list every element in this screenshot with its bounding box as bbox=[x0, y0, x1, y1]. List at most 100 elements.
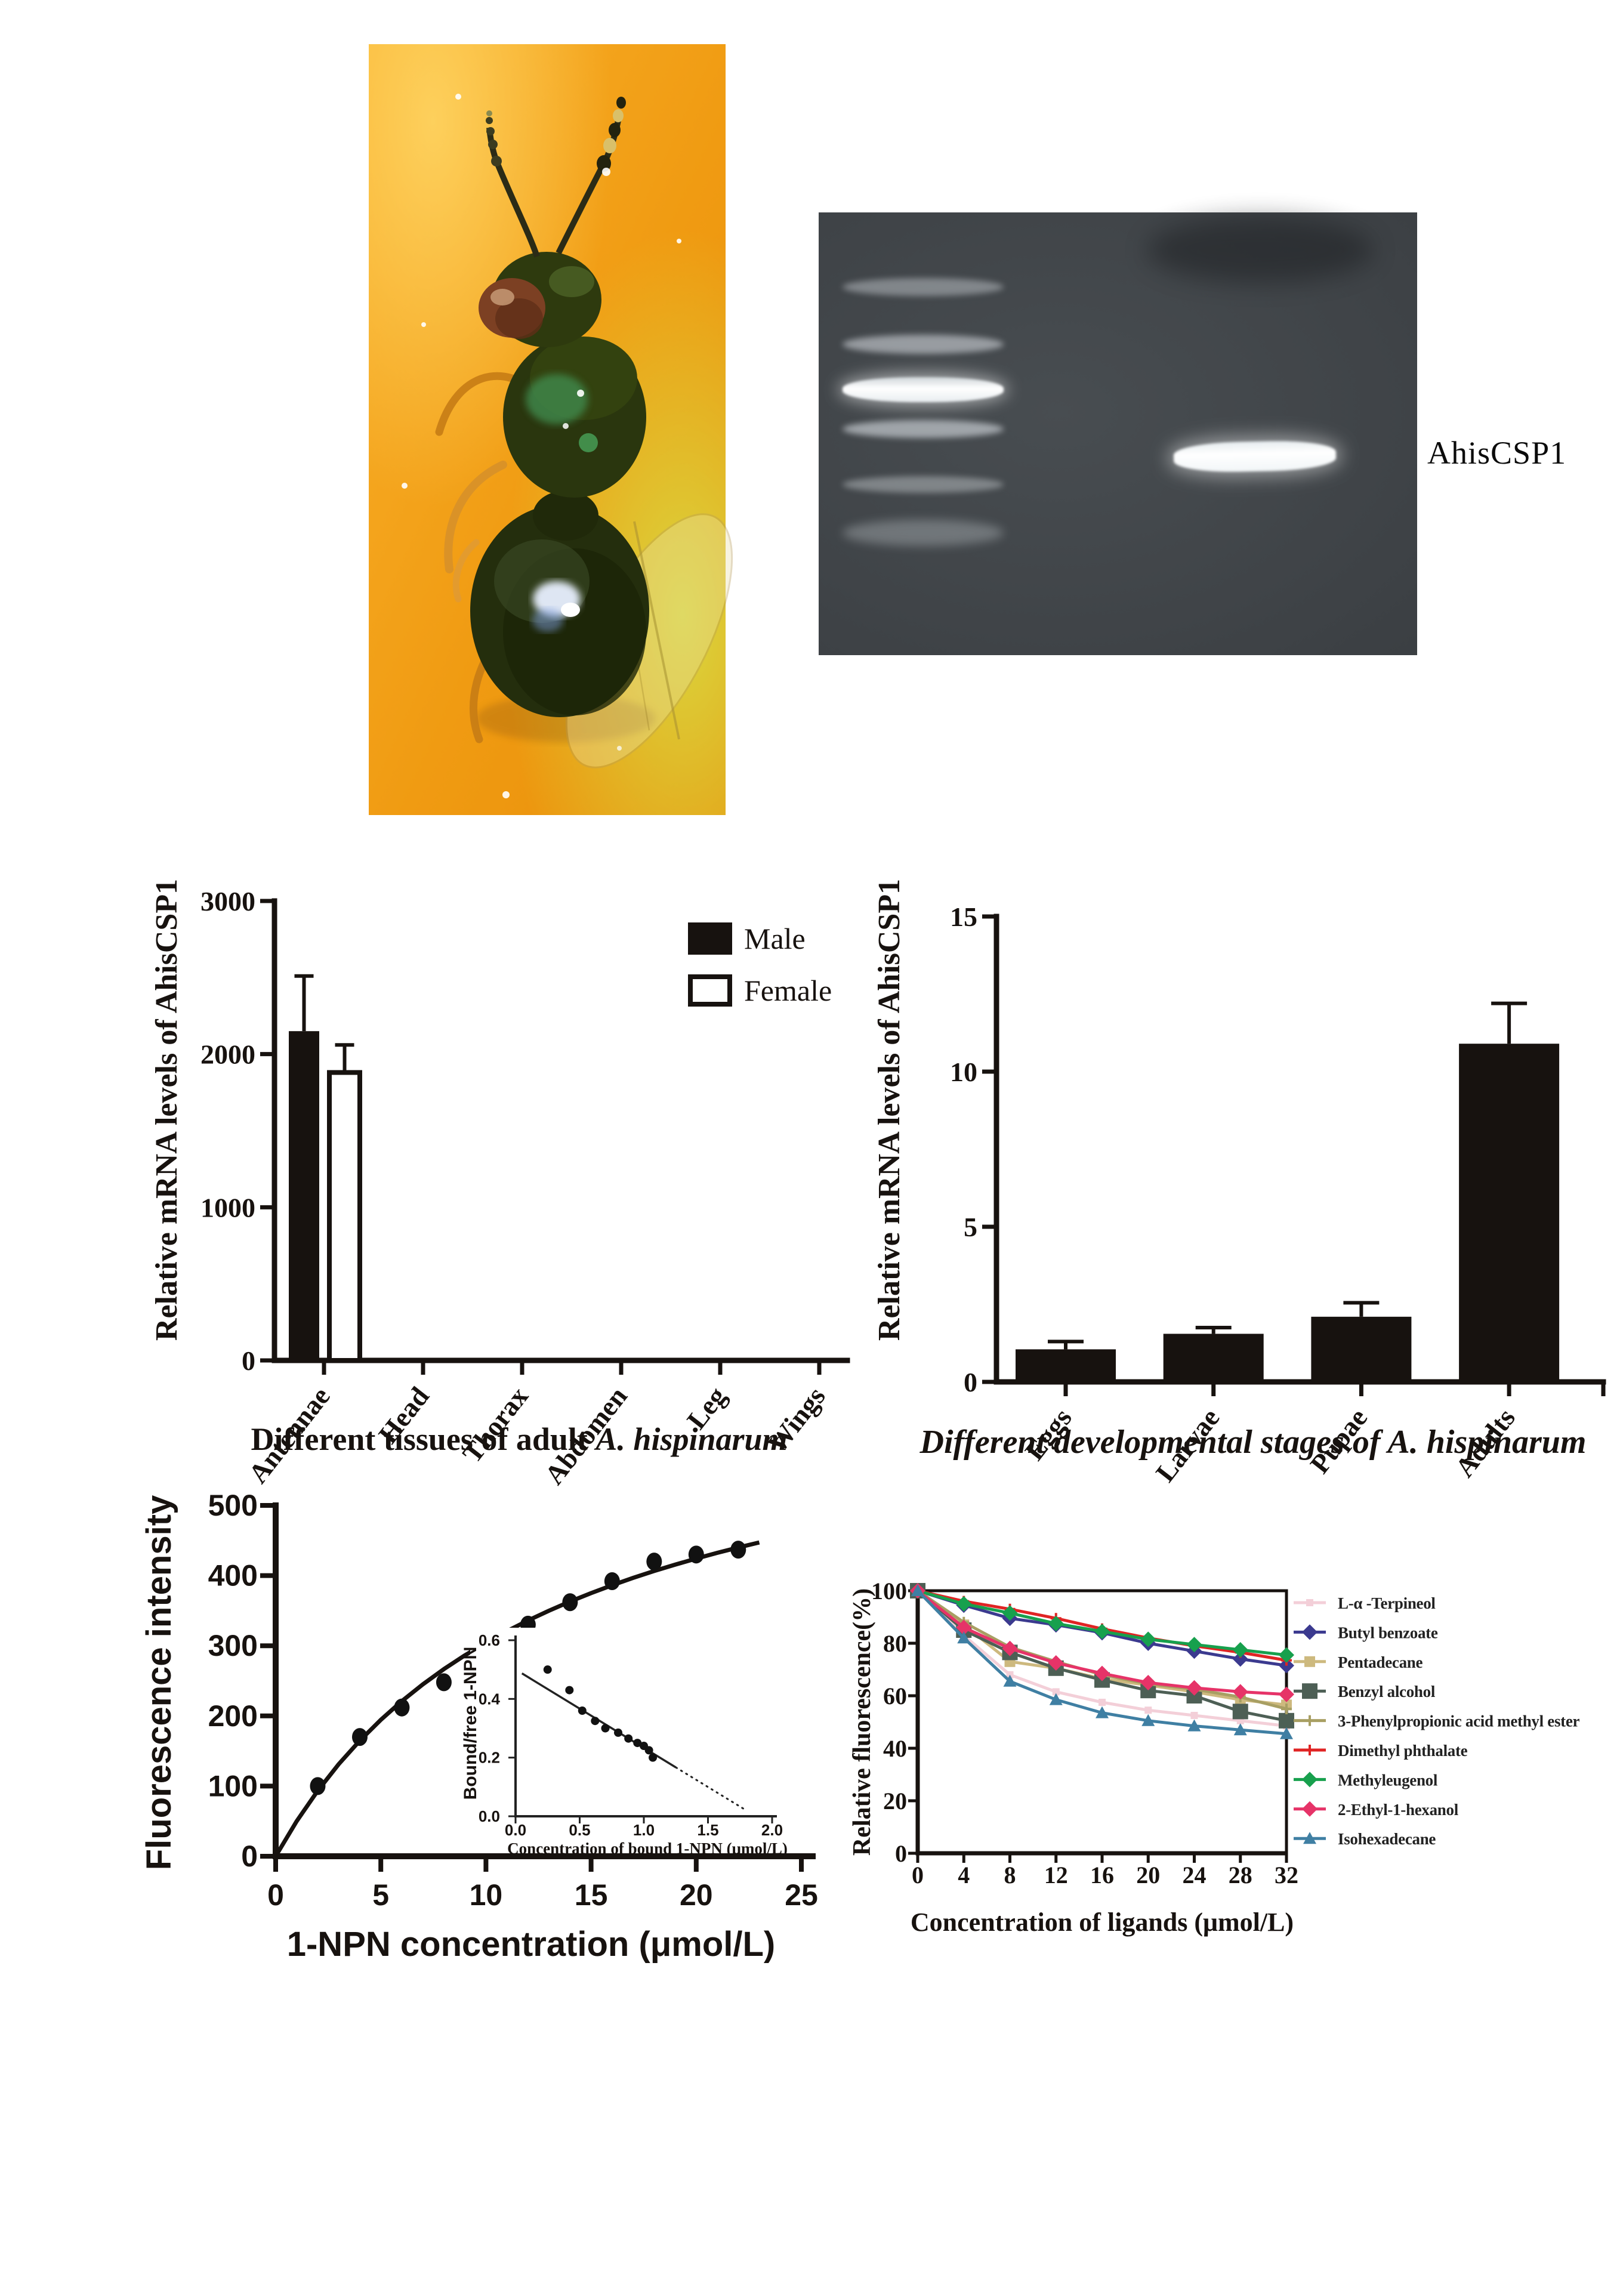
x-tick-label: 15 bbox=[575, 1878, 608, 1912]
inset-data-point bbox=[591, 1717, 600, 1726]
y-axis-title: Relative mRNA levels of AhisCSP1 bbox=[150, 879, 184, 1341]
tspan: A. hispinarum bbox=[1386, 1424, 1586, 1461]
x-tick-label: 5 bbox=[372, 1878, 389, 1912]
inset-x-tick-label: 0.5 bbox=[569, 1821, 590, 1839]
series-marker bbox=[1302, 1683, 1317, 1699]
inset-data-point bbox=[624, 1734, 633, 1743]
inset-data-point bbox=[543, 1665, 552, 1674]
x-tick-label: 20 bbox=[1136, 1862, 1160, 1888]
series-marker bbox=[1002, 1640, 1018, 1656]
y-tick-label: 40 bbox=[883, 1735, 907, 1762]
series-marker bbox=[1140, 1631, 1156, 1647]
inset-data-point bbox=[565, 1686, 574, 1695]
chart-npn-binding: 0 100 200 300 400 500 0 5 10 15 20 25 Fluorescence i… bbox=[140, 1489, 818, 1964]
inset-data-point bbox=[578, 1706, 587, 1715]
inset-y-tick-label: 0.6 bbox=[479, 1631, 500, 1649]
data-point bbox=[688, 1545, 704, 1564]
y-tick-label: 5 bbox=[964, 1212, 977, 1242]
x-tick-label: 32 bbox=[1275, 1862, 1298, 1888]
gel-marker-band bbox=[843, 335, 1004, 354]
series-marker bbox=[1302, 1772, 1317, 1788]
legend-label: Pentadecane bbox=[1338, 1653, 1423, 1671]
data-point bbox=[436, 1673, 452, 1692]
tspan: A. hispinarum bbox=[594, 1421, 787, 1457]
series-marker bbox=[1052, 1688, 1060, 1696]
series-marker bbox=[1048, 1655, 1064, 1671]
legend-label: 3-Phenylpropionic acid methyl ester bbox=[1338, 1712, 1580, 1730]
series-marker bbox=[957, 1631, 971, 1644]
gel-well-smudge bbox=[1147, 217, 1374, 283]
legend-label: Benzyl alcohol bbox=[1338, 1683, 1436, 1701]
inset-data-point bbox=[649, 1753, 658, 1762]
y-axis-title: Relative mRNA levels of AhisCSP1 bbox=[872, 879, 906, 1341]
inset-y-tick-label: 0.0 bbox=[479, 1807, 500, 1825]
y-tick-label: 300 bbox=[208, 1629, 258, 1662]
data-point bbox=[394, 1698, 410, 1717]
y-tick-label: 1000 bbox=[200, 1192, 255, 1223]
series-marker bbox=[1306, 1599, 1313, 1606]
bar bbox=[1016, 1349, 1116, 1382]
series-marker bbox=[1099, 1699, 1106, 1706]
data-point bbox=[730, 1541, 746, 1559]
series-marker bbox=[1279, 1686, 1294, 1702]
series-marker bbox=[1304, 1656, 1315, 1667]
series-marker bbox=[1232, 1704, 1248, 1720]
inset-x-tick-label: 1.5 bbox=[697, 1821, 718, 1839]
series-marker bbox=[1144, 1706, 1152, 1714]
legend-label: Dimethyl phthalate bbox=[1338, 1742, 1468, 1760]
x-tick-label: 12 bbox=[1044, 1862, 1068, 1888]
x-tick-label: 10 bbox=[470, 1878, 503, 1912]
bar bbox=[289, 1031, 319, 1360]
legend-label: L-α -Terpineol bbox=[1338, 1594, 1436, 1612]
gel-image bbox=[819, 212, 1417, 655]
insect-antenna-left bbox=[486, 110, 540, 258]
x-tick-label: 24 bbox=[1183, 1862, 1207, 1888]
series-marker bbox=[1280, 1727, 1293, 1739]
y-tick-label: 60 bbox=[883, 1683, 907, 1709]
x-axis-title: Concentration of ligands (μmol/L) bbox=[911, 1908, 1294, 1937]
bar bbox=[327, 1070, 362, 1363]
gel-band-label: AhisCSP1 bbox=[1427, 435, 1567, 471]
inset-background bbox=[470, 1628, 816, 1852]
series-marker bbox=[1140, 1675, 1156, 1690]
y-tick-label: 500 bbox=[208, 1489, 258, 1522]
inset-y-tick-label: 0.4 bbox=[479, 1690, 501, 1708]
x-tick-label: 16 bbox=[1090, 1862, 1114, 1888]
y-tick-label: 3000 bbox=[200, 886, 255, 916]
x-axis-title: Different tissues of adult A. hispinarum bbox=[251, 1421, 787, 1457]
series-marker bbox=[1302, 1624, 1317, 1640]
x-axis-title: Different developmental stages of A. his… bbox=[920, 1424, 1587, 1461]
inset-x-axis-title: Concentration of bound 1-NPN (μmol/L) bbox=[507, 1840, 788, 1857]
insect-abdomen bbox=[470, 505, 649, 717]
legend-label: Butyl benzoate bbox=[1338, 1624, 1438, 1641]
x-tick-label: 25 bbox=[785, 1878, 818, 1912]
series-marker bbox=[1233, 1723, 1247, 1736]
series-marker bbox=[956, 1619, 972, 1635]
gel-marker-band bbox=[843, 420, 1004, 438]
legend-label: 2-Ethyl-1-hexanol bbox=[1338, 1801, 1459, 1819]
legend-swatch bbox=[688, 974, 732, 1007]
x-axis-title: 1-NPN concentration (μmol/L) bbox=[287, 1925, 776, 1964]
y-tick-label: 400 bbox=[208, 1559, 258, 1593]
y-tick-label: 100 bbox=[208, 1769, 258, 1803]
inset-data-point bbox=[644, 1746, 653, 1755]
series-marker bbox=[1048, 1616, 1064, 1631]
series-marker bbox=[1302, 1801, 1317, 1817]
x-tick-label: 8 bbox=[1004, 1862, 1016, 1888]
series-marker bbox=[1094, 1624, 1110, 1640]
series-marker bbox=[1094, 1665, 1110, 1681]
legend-label: Isohexadecane bbox=[1338, 1830, 1436, 1848]
series-marker bbox=[956, 1596, 972, 1612]
gel-marker-band bbox=[843, 520, 1004, 546]
inset-data-point bbox=[601, 1724, 610, 1733]
data-point bbox=[310, 1777, 326, 1795]
y-tick-label: 15 bbox=[950, 902, 977, 932]
x-tick-label: 0 bbox=[912, 1862, 924, 1888]
x-tick-label: 20 bbox=[680, 1878, 713, 1912]
series-marker bbox=[1232, 1684, 1248, 1700]
series-marker bbox=[1186, 1637, 1202, 1653]
bar bbox=[1163, 1334, 1264, 1382]
legend-swatch bbox=[688, 922, 732, 955]
